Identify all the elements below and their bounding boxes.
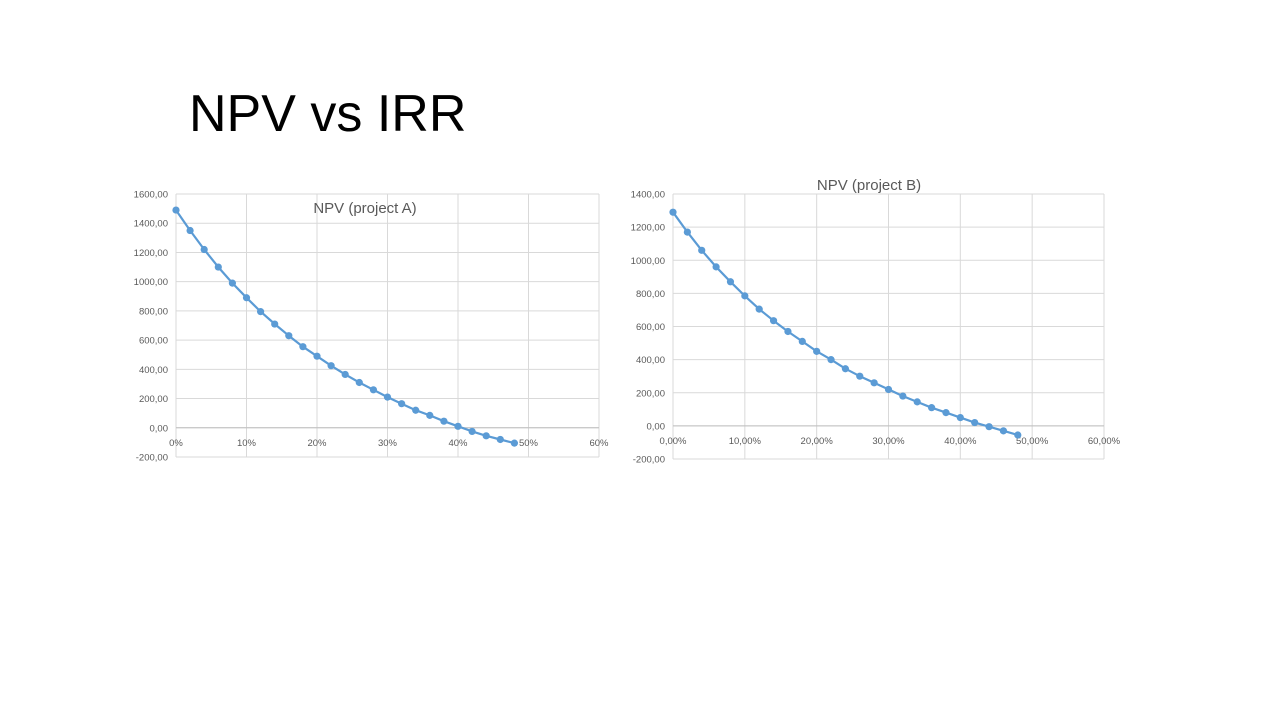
y-tick-label: 0,00 — [150, 423, 169, 434]
x-tick-label: 60,00% — [1088, 436, 1121, 447]
data-point — [913, 398, 921, 406]
x-tick-label: 10,00% — [729, 436, 762, 447]
data-point — [841, 365, 850, 373]
data-point — [741, 292, 749, 300]
data-point — [412, 406, 420, 414]
data-point — [369, 386, 377, 394]
series-line — [175, 209, 515, 445]
chart-b-group: -200,00 0,00 200,00 400,00 600,00 800,00 1000,… — [631, 177, 1121, 466]
data-point — [468, 427, 476, 436]
data-point — [454, 422, 462, 430]
data-point — [313, 352, 321, 360]
data-point — [510, 439, 518, 447]
data-point — [285, 332, 293, 340]
data-point — [669, 208, 677, 216]
data-point — [327, 362, 335, 370]
data-point — [242, 294, 251, 302]
y-tick-label: 1000,00 — [631, 256, 665, 267]
data-point — [299, 343, 307, 351]
x-tick-label: 50% — [519, 438, 539, 449]
data-point — [228, 279, 236, 287]
data-point — [341, 370, 349, 379]
y-tick-label: 800,00 — [636, 289, 665, 300]
y-tick-label: -200,00 — [136, 453, 168, 464]
data-point — [870, 379, 878, 387]
data-point — [999, 427, 1008, 435]
data-point — [813, 347, 821, 355]
x-tick-label: 20% — [307, 438, 327, 449]
y-tick-label: 400,00 — [139, 365, 168, 376]
y-tick-label: 1400,00 — [134, 219, 168, 230]
chart-a-group: -200,00 0,00 200,00 400,00 600,00 800,00 1000,… — [134, 190, 609, 464]
data-point — [496, 435, 504, 444]
data-point — [398, 400, 406, 408]
data-point — [726, 278, 735, 286]
data-point — [214, 263, 222, 271]
data-point — [383, 393, 392, 401]
data-point — [827, 356, 835, 364]
x-tick-label: 20,00% — [801, 436, 834, 447]
data-point — [698, 246, 706, 254]
x-tick-label: 30,00% — [872, 436, 905, 447]
data-point — [884, 385, 893, 394]
data-point — [257, 308, 265, 316]
y-tick-label: 800,00 — [139, 306, 168, 317]
data-point — [712, 263, 720, 271]
data-point — [798, 337, 806, 346]
x-tick-label: 0,00% — [660, 436, 687, 447]
data-point — [755, 305, 763, 313]
data-point — [271, 320, 279, 328]
x-tick-label: 0% — [169, 438, 183, 449]
data-point — [440, 417, 448, 425]
y-tick-label: 1600,00 — [134, 190, 168, 201]
data-point — [899, 392, 907, 400]
x-tick-label: 40% — [448, 438, 468, 449]
data-point — [355, 378, 363, 387]
x-tick-label: 40,00% — [944, 436, 977, 447]
y-tick-label: 600,00 — [636, 322, 665, 333]
slide-title: NPV vs IRR — [189, 85, 467, 143]
data-point — [683, 228, 691, 236]
chart-title: NPV (project B) — [817, 177, 921, 194]
x-tick-label: 50,00% — [1016, 436, 1049, 447]
y-tick-label: 200,00 — [636, 388, 665, 399]
data-point — [186, 226, 194, 235]
data-point — [856, 372, 864, 380]
y-tick-label: 1000,00 — [134, 277, 168, 288]
data-point — [956, 413, 964, 422]
data-point — [942, 409, 950, 417]
y-tick-label: 600,00 — [139, 336, 168, 347]
y-tick-label: 200,00 — [139, 394, 168, 405]
data-point — [971, 418, 979, 427]
series-line — [672, 211, 1019, 437]
y-tick-label: 0,00 — [647, 421, 666, 432]
x-tick-label: 30% — [378, 438, 398, 449]
data-point — [1014, 431, 1022, 439]
data-point — [172, 206, 180, 214]
data-point — [784, 327, 792, 336]
data-point — [482, 432, 490, 440]
x-tick-label: 60% — [589, 438, 609, 449]
y-tick-label: 1400,00 — [631, 190, 665, 201]
data-point — [200, 245, 208, 254]
y-tick-label: 1200,00 — [134, 248, 168, 259]
data-point — [769, 317, 778, 325]
x-tick-label: 10% — [237, 438, 257, 449]
y-tick-label: 1200,00 — [631, 223, 665, 234]
data-point — [928, 404, 936, 412]
y-tick-label: -200,00 — [633, 455, 665, 466]
data-point — [985, 423, 993, 431]
y-tick-label: 400,00 — [636, 355, 665, 366]
data-point — [426, 411, 434, 419]
chart-title: NPV (project A) — [313, 200, 416, 217]
